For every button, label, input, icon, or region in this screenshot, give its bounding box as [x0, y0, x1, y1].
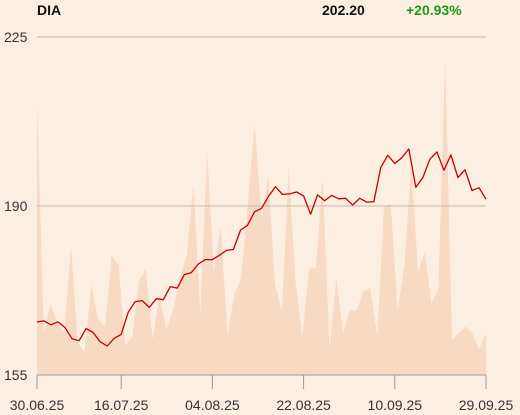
x-tick-label: 29.09.25: [459, 397, 514, 413]
x-tick-label: 16.07.25: [94, 397, 149, 413]
price-change-percent: +20.93%: [406, 2, 462, 18]
volume-area: [37, 58, 486, 375]
price-line: [36, 148, 487, 347]
ticker-symbol: DIA: [37, 2, 62, 18]
x-tick-label: 04.08.25: [185, 397, 240, 413]
y-tick-label: 190: [4, 198, 28, 214]
current-price: 202.20: [322, 2, 365, 18]
x-tick-label: 30.06.25: [10, 397, 65, 413]
y-tick-label: 225: [4, 29, 28, 45]
x-tick-label: 22.08.25: [276, 397, 331, 413]
y-tick-label: 155: [4, 367, 28, 383]
x-tick-label: 10.09.25: [368, 397, 423, 413]
